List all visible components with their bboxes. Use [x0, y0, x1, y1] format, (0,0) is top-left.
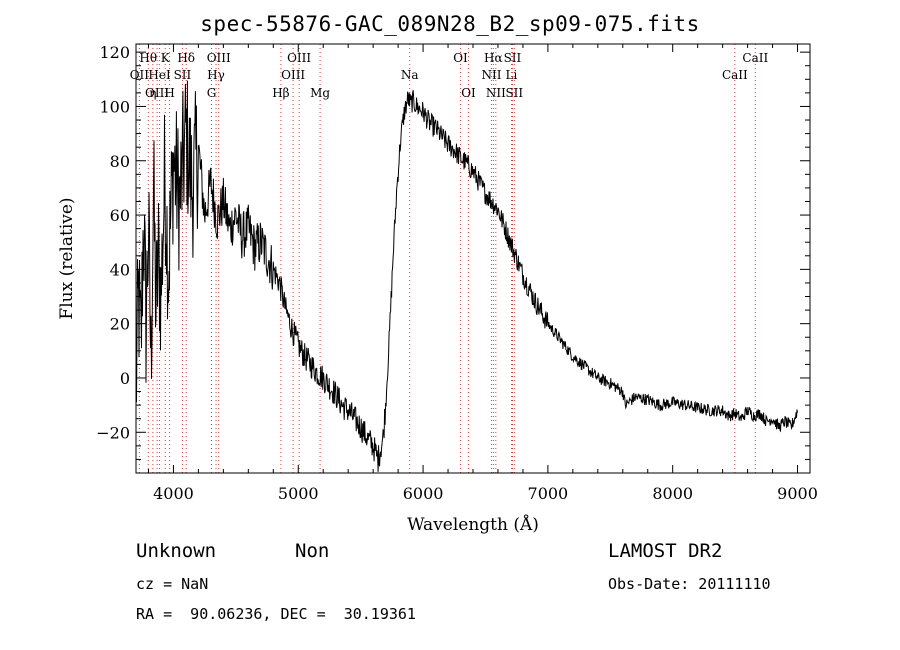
survey-label: LAMOST DR2: [608, 540, 723, 562]
line-label: Na: [401, 68, 419, 82]
y-tick-label: 0: [120, 369, 130, 388]
chart-title: spec-55876-GAC_089N28_B2_sp09-075.fits: [200, 12, 700, 36]
y-axis-label: Flux (relative): [57, 197, 77, 319]
line-label: Hα: [484, 51, 503, 65]
line-label: Li: [506, 68, 518, 82]
line-label: Hβ: [272, 86, 289, 100]
class-label: Unknown: [136, 540, 217, 562]
line-label: SII: [504, 51, 522, 65]
line-label: Hδ: [177, 51, 195, 65]
line-label: OIII: [281, 68, 305, 82]
y-tick-label: −20: [96, 423, 130, 442]
x-tick-label: 8000: [652, 484, 693, 503]
line-label: G: [207, 86, 217, 100]
line-label: Hθ: [139, 51, 157, 65]
line-label: η: [149, 86, 156, 100]
line-label: SII: [174, 68, 192, 82]
x-axis-label: Wavelength (Å): [407, 514, 539, 535]
line-label: CaII: [742, 51, 768, 65]
spectrum-series-line: [135, 80, 798, 472]
subclass-label: Non: [295, 540, 330, 562]
line-label: OI: [461, 86, 476, 100]
x-tick-label: 9000: [777, 484, 818, 503]
obs-date-text: Obs-Date: 20111110: [608, 575, 771, 593]
line-label: OIII: [207, 51, 231, 65]
x-tick-label: 5000: [278, 484, 319, 503]
redshift-text: cz = NaN: [136, 575, 209, 593]
line-label: K: [161, 51, 171, 65]
coordinates-text: RA = 90.06236, DEC = 30.19361: [136, 605, 416, 623]
line-label: Mg: [310, 86, 330, 100]
axes: 4000 5000 6000 7000 8000 9000 −20 0 20 40 60 80 100 1…: [57, 43, 818, 535]
line-label: NII: [486, 86, 506, 100]
line-label: Hγ: [207, 68, 225, 82]
series-layer: [135, 80, 798, 472]
y-tick-label: 60: [110, 206, 130, 225]
line-label: OI: [453, 51, 468, 65]
x-tick-label: 7000: [528, 484, 569, 503]
line-label: CaII: [722, 68, 748, 82]
y-tick-label: 20: [110, 315, 130, 334]
y-tick-label: 120: [99, 43, 130, 62]
y-tick-label: 80: [110, 152, 130, 171]
line-label: OIII: [145, 86, 169, 100]
line-label: HeI: [148, 68, 171, 82]
y-tick-label: 40: [110, 260, 130, 279]
line-label: H: [164, 86, 174, 100]
y-tick-label: 100: [99, 97, 130, 116]
x-tick-label: 4000: [153, 484, 194, 503]
line-label: OIII: [287, 51, 311, 65]
line-label: SII: [505, 86, 523, 100]
line-label: OII: [130, 68, 150, 82]
x-tick-label: 6000: [403, 484, 444, 503]
line-label: NII: [481, 68, 501, 82]
